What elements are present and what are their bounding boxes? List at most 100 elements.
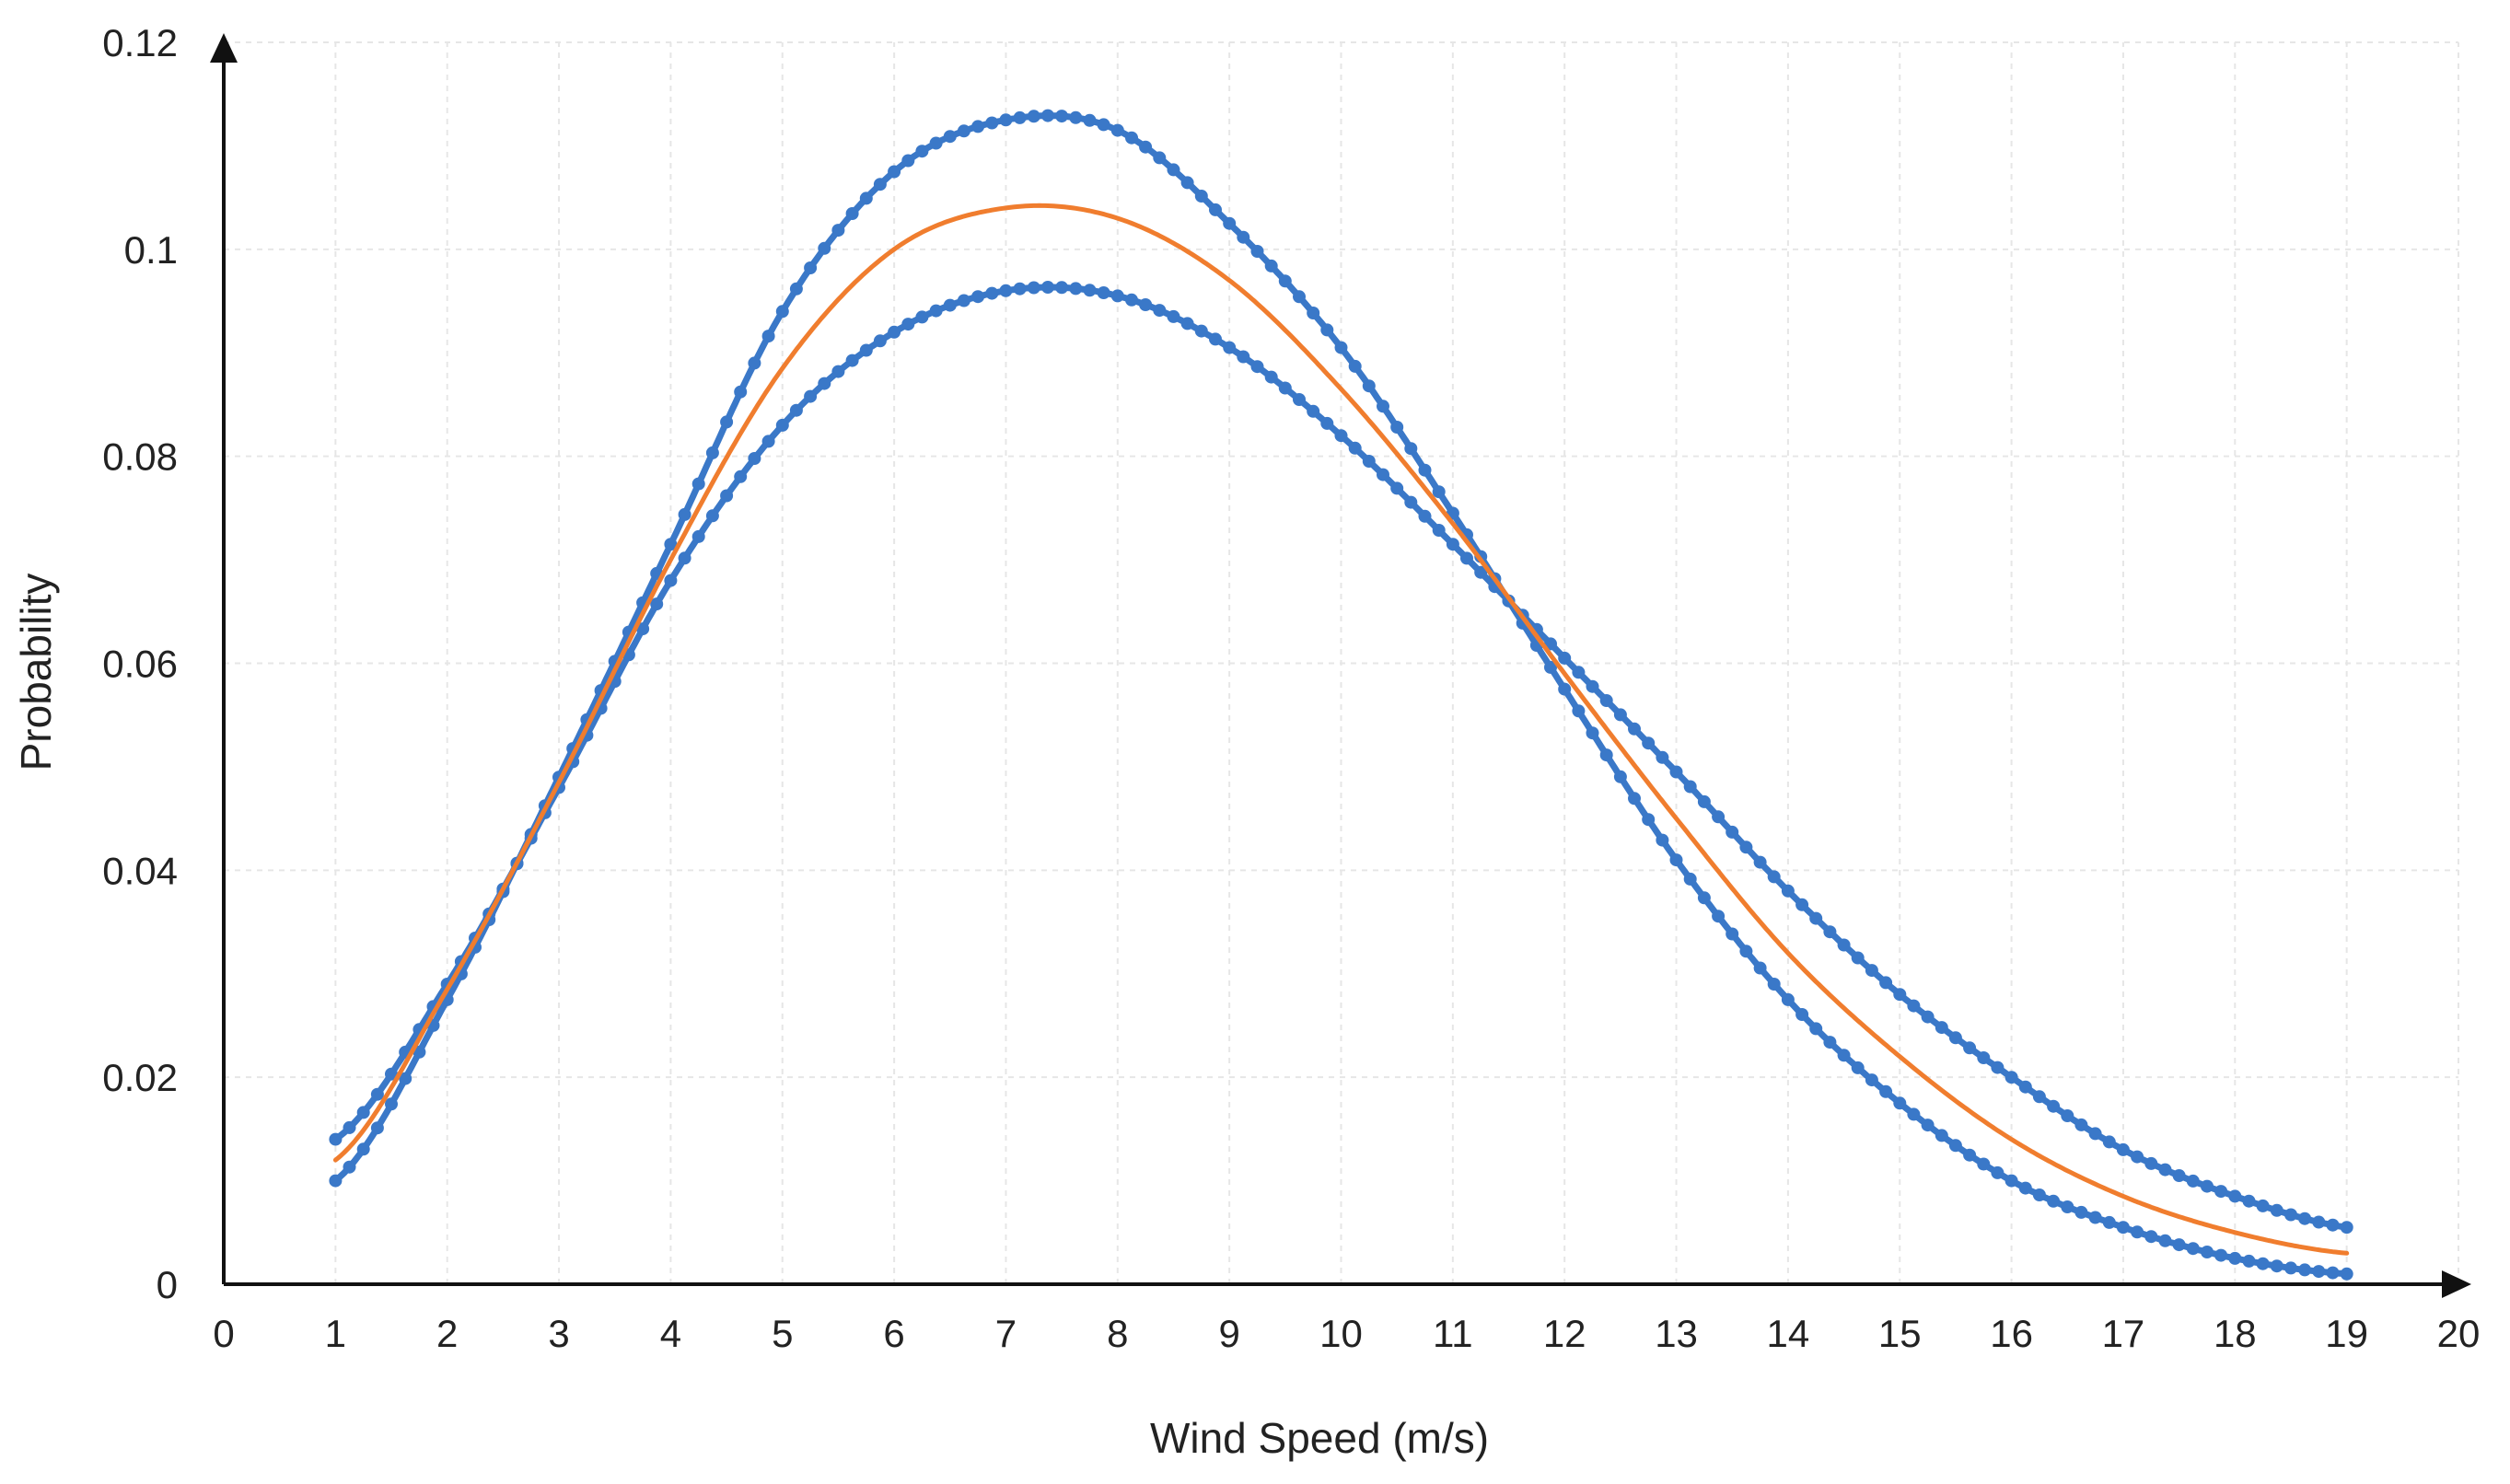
- data-point: [1963, 1041, 1977, 1055]
- data-point: [2270, 1259, 2283, 1273]
- data-point: [691, 529, 705, 543]
- data-point: [957, 294, 970, 307]
- data-point: [1628, 722, 1641, 736]
- data-point: [636, 622, 650, 636]
- data-point: [1377, 400, 1389, 413]
- data-point: [1041, 109, 1054, 122]
- data-point: [1013, 110, 1027, 124]
- data-point: [1599, 748, 1613, 762]
- data-point: [1921, 1119, 1935, 1132]
- data-point: [1390, 421, 1404, 434]
- data-point: [2144, 1156, 2158, 1170]
- data-point: [356, 1106, 370, 1119]
- data-point: [2340, 1267, 2353, 1281]
- data-point: [1558, 651, 1572, 665]
- data-point: [1139, 298, 1153, 311]
- data-point: [789, 282, 803, 296]
- data-point: [2074, 1118, 2088, 1131]
- data-point: [1613, 708, 1627, 722]
- data-point: [2340, 1221, 2353, 1235]
- data-point: [1613, 770, 1627, 783]
- data-point: [1879, 1084, 1893, 1098]
- data-point: [1320, 323, 1334, 337]
- data-point: [971, 120, 985, 133]
- data-point: [1586, 679, 1599, 693]
- data-point: [356, 1142, 370, 1156]
- data-point: [1083, 113, 1097, 127]
- data-point: [2032, 1188, 2046, 1201]
- data-point: [929, 304, 943, 318]
- data-point: [1586, 726, 1599, 740]
- data-point: [789, 403, 803, 417]
- data-point: [2326, 1218, 2340, 1232]
- data-point: [2201, 1246, 2214, 1258]
- data-point: [1893, 1096, 1907, 1110]
- data-point: [2032, 1090, 2046, 1104]
- data-point: [1097, 118, 1110, 132]
- data-point: [1809, 1022, 1823, 1036]
- data-point: [1293, 290, 1306, 304]
- data-point: [2116, 1221, 2130, 1235]
- data-point: [748, 356, 761, 370]
- data-point: [1851, 951, 1865, 965]
- y-tick-label: 0.08: [102, 435, 178, 479]
- data-point: [1628, 792, 1641, 806]
- data-point: [1348, 359, 1362, 373]
- data-point: [1237, 230, 1250, 244]
- data-point: [1083, 284, 1097, 297]
- data-point: [2116, 1142, 2130, 1156]
- data-point: [1767, 978, 1781, 991]
- data-point: [1167, 309, 1180, 323]
- data-point: [943, 298, 957, 312]
- data-point: [678, 551, 691, 565]
- data-point: [901, 318, 915, 331]
- data-point: [399, 1072, 413, 1085]
- data-point: [1180, 317, 1194, 330]
- x-tick-label: 17: [2102, 1312, 2145, 1355]
- data-point: [1027, 110, 1040, 123]
- data-point: [1795, 1008, 1809, 1021]
- data-point: [1348, 441, 1362, 455]
- data-point: [1223, 216, 1237, 230]
- data-point: [1977, 1157, 1991, 1171]
- data-point: [1795, 898, 1809, 911]
- data-point: [1851, 1061, 1865, 1074]
- data-point: [691, 477, 705, 491]
- data-point: [1697, 891, 1711, 905]
- data-point: [1209, 332, 1222, 346]
- data-point: [734, 385, 748, 399]
- data-point: [2018, 1181, 2032, 1195]
- data-point: [1753, 961, 1767, 975]
- data-point: [901, 154, 915, 168]
- data-point: [1697, 794, 1711, 808]
- data-point: [2186, 1242, 2200, 1256]
- data-point: [831, 365, 845, 378]
- data-point: [1180, 176, 1194, 190]
- data-point: [1307, 404, 1320, 418]
- data-point: [1474, 565, 1488, 579]
- y-tick-label: 0.04: [102, 849, 178, 892]
- data-point: [2047, 1099, 2061, 1113]
- data-point: [1683, 872, 1697, 886]
- series-line: [332, 203, 2350, 1256]
- data-point: [1977, 1051, 1991, 1064]
- data-point: [1823, 1036, 1837, 1049]
- data-point: [2005, 1174, 2018, 1188]
- data-point: [1223, 341, 1237, 354]
- series-mean: [332, 203, 2350, 1256]
- x-tick-label: 16: [1990, 1312, 2033, 1355]
- data-point: [761, 330, 775, 343]
- data-point: [343, 1160, 356, 1174]
- data-point: [2270, 1203, 2283, 1217]
- data-point: [1418, 509, 1432, 523]
- data-point: [748, 452, 761, 465]
- data-point: [1278, 274, 1292, 288]
- data-point: [1823, 925, 1837, 939]
- data-point: [1194, 190, 1208, 203]
- data-point: [370, 1121, 384, 1135]
- data-point: [1110, 123, 1124, 137]
- data-point: [1097, 286, 1110, 299]
- data-point: [664, 538, 678, 551]
- data-point: [845, 354, 859, 367]
